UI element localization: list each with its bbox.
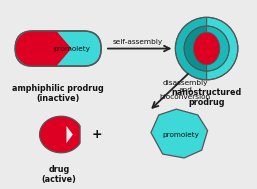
Text: promoiety: promoiety xyxy=(163,132,200,138)
Text: self-assembly: self-assembly xyxy=(113,39,163,45)
Ellipse shape xyxy=(194,32,220,65)
Text: nanostructured
prodrug: nanostructured prodrug xyxy=(171,88,242,107)
Wedge shape xyxy=(184,26,207,71)
Text: disassembly
and
bioconversion: disassembly and bioconversion xyxy=(160,80,211,100)
Polygon shape xyxy=(33,31,71,66)
FancyBboxPatch shape xyxy=(15,31,101,66)
Text: promoiety: promoiety xyxy=(53,46,90,52)
Text: amphiphilic prodrug
(inactive): amphiphilic prodrug (inactive) xyxy=(12,84,104,103)
Polygon shape xyxy=(40,116,80,153)
Text: +: + xyxy=(91,128,102,141)
Polygon shape xyxy=(67,126,73,143)
Wedge shape xyxy=(207,26,229,71)
Wedge shape xyxy=(207,17,238,80)
Polygon shape xyxy=(151,109,208,158)
Ellipse shape xyxy=(15,31,50,66)
Text: drug
(active): drug (active) xyxy=(42,164,77,184)
Wedge shape xyxy=(175,17,207,80)
